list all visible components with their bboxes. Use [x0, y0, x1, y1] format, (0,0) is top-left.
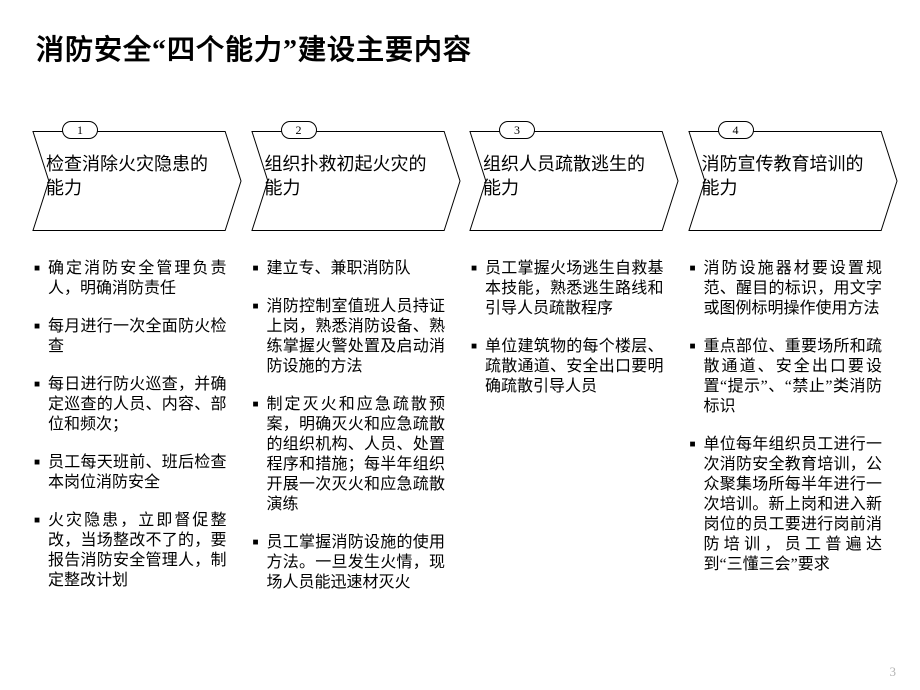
column-4: 4 消防宣传教育培训的能力消防设施器材要设置规范、醒目的标识，用文字或图例标明操…: [688, 130, 893, 611]
bullet-item: 建立专、兼职消防队: [253, 259, 446, 279]
page-number: 3: [890, 664, 897, 680]
step-heading: 组织扑救初起火灾的能力: [265, 152, 430, 200]
bullet-item: 单位每年组织员工进行一次消防安全教育培训，公众聚集场所每半年进行一次培训。新上岗…: [690, 435, 883, 575]
column-3: 3 组织人员疏散逃生的能力员工掌握火场逃生自救基本技能，熟悉逃生路线和引导人员疏…: [469, 130, 688, 611]
step-heading: 组织人员疏散逃生的能力: [483, 152, 648, 200]
bullet-item: 确定消防安全管理负责人，明确消防责任: [34, 259, 227, 299]
bullet-item: 员工掌握消防设施的使用方法。一旦发生火情，现场人员能迅速材灭火: [253, 533, 446, 593]
bullet-item: 每日进行防火巡查，并确定巡查的人员、内容、部位和频次；: [34, 375, 227, 435]
step-number-badge: 1: [62, 121, 98, 139]
bullet-item: 员工每天班前、班后检查本岗位消防安全: [34, 453, 227, 493]
page-title: 消防安全“四个能力”建设主要内容: [0, 0, 920, 68]
step-number-badge: 3: [499, 121, 535, 139]
step-heading: 消防宣传教育培训的能力: [702, 152, 867, 200]
bullet-item: 消防控制室值班人员持证上岗，熟悉消防设备、熟练掌握火警处置及启动消防设施的方法: [253, 297, 446, 377]
step-number-badge: 4: [718, 121, 754, 139]
bullet-item: 消防设施器材要设置规范、醒目的标识，用文字或图例标明操作使用方法: [690, 259, 883, 319]
column-1: 1 检查消除火灾隐患的能力确定消防安全管理负责人，明确消防责任每月进行一次全面防…: [32, 130, 251, 611]
chevron-box: 1 检查消除火灾隐患的能力: [32, 130, 237, 233]
bullet-list: 消防设施器材要设置规范、醒目的标识，用文字或图例标明操作使用方法重点部位、重要场…: [688, 259, 893, 575]
step-heading: 检查消除火灾隐患的能力: [46, 152, 211, 200]
step-number-badge: 2: [281, 121, 317, 139]
bullet-item: 每月进行一次全面防火检查: [34, 317, 227, 357]
bullet-list: 建立专、兼职消防队消防控制室值班人员持证上岗，熟悉消防设备、熟练掌握火警处置及启…: [251, 259, 456, 593]
bullet-item: 火灾隐患，立即督促整改，当场整改不了的，要报告消防安全管理人，制定整改计划: [34, 511, 227, 591]
chevron-box: 2 组织扑救初起火灾的能力: [251, 130, 456, 233]
bullet-list: 确定消防安全管理负责人，明确消防责任每月进行一次全面防火检查每日进行防火巡查，并…: [32, 259, 237, 591]
bullet-item: 重点部位、重要场所和疏散通道、安全出口要设置“提示”、“禁止”类消防标识: [690, 337, 883, 417]
bullet-list: 员工掌握火场逃生自救基本技能，熟悉逃生路线和引导人员疏散程序单位建筑物的每个楼层…: [469, 259, 674, 397]
bullet-item: 员工掌握火场逃生自救基本技能，熟悉逃生路线和引导人员疏散程序: [471, 259, 664, 319]
chevron-box: 3 组织人员疏散逃生的能力: [469, 130, 674, 233]
bullet-item: 单位建筑物的每个楼层、疏散通道、安全出口要明确疏散引导人员: [471, 337, 664, 397]
chevron-box: 4 消防宣传教育培训的能力: [688, 130, 893, 233]
columns-container: 1 检查消除火灾隐患的能力确定消防安全管理负责人，明确消防责任每月进行一次全面防…: [32, 130, 892, 611]
column-2: 2 组织扑救初起火灾的能力建立专、兼职消防队消防控制室值班人员持证上岗，熟悉消防…: [251, 130, 470, 611]
bullet-item: 制定灭火和应急疏散预案，明确灭火和应急疏散的组织机构、人员、处置程序和措施；每半…: [253, 395, 446, 515]
